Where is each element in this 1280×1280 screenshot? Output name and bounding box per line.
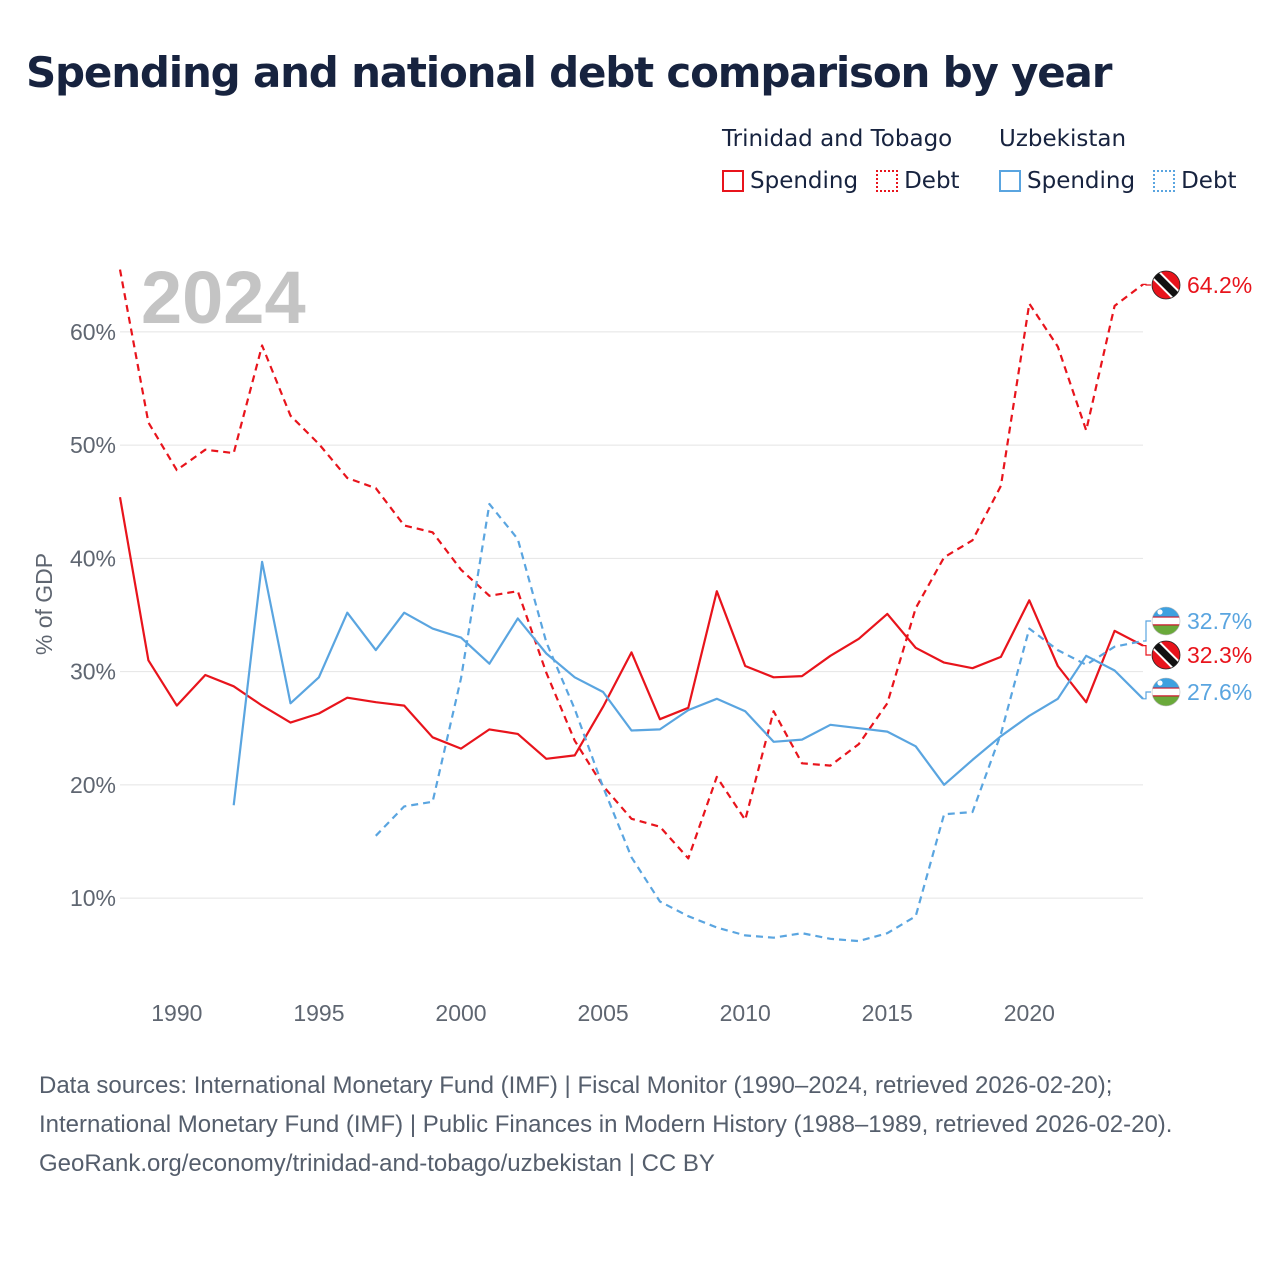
legend-swatch-solid <box>999 170 1021 192</box>
end-value-label: 27.6% <box>1187 679 1252 705</box>
uzbekistan-flag-icon <box>1151 677 1181 707</box>
legend-item-uz-debt[interactable]: Debt <box>1153 168 1237 194</box>
legend-item-tt-debt[interactable]: Debt <box>876 168 960 194</box>
uzbekistan-flag-icon <box>1151 606 1181 636</box>
x-axis-ticks: 1990 1995 2000 2005 2010 2015 2020 <box>151 1000 1055 1026</box>
end-labels: 32.3% 64.2% 27.6% 32.7% <box>1143 270 1252 707</box>
footer: Data sources: International Monetary Fun… <box>39 1066 1239 1183</box>
end-value-label: 64.2% <box>1187 272 1252 298</box>
end-value-label: 32.7% <box>1187 608 1252 634</box>
legend-label: Debt <box>1181 168 1237 194</box>
end-label-connector <box>1143 691 1151 700</box>
trinidad-and-tobago-flag-icon <box>1151 270 1181 300</box>
series-line-uzbekistan-debt[interactable] <box>375 502 1144 943</box>
legend-label: Spending <box>750 168 859 194</box>
legend-swatch-solid <box>722 170 744 192</box>
legend-group-name: Uzbekistan <box>999 126 1127 152</box>
chart-title: Spending and national debt comparison by… <box>26 48 1112 97</box>
legend-item-uz-spending[interactable]: Spending <box>999 168 1135 194</box>
line-chart: 2024 % of GDP 10%20%30%40%50%60% 1990 199… <box>31 256 1252 1026</box>
credit-link[interactable]: GeoRank.org/economy/trinidad-and-tobago/… <box>39 1150 715 1177</box>
y-tick-label: 30% <box>70 659 116 685</box>
end-label-connector <box>1143 645 1151 656</box>
x-tick-label: 2000 <box>435 1000 486 1026</box>
data-sources: Data sources: International Monetary Fun… <box>39 1072 1173 1138</box>
gridlines <box>120 331 1143 899</box>
y-tick-label: 10% <box>70 885 116 911</box>
y-axis-ticks: 10% 20% 30% 40% 50% 60% <box>70 319 116 911</box>
x-tick-label: 2015 <box>862 1000 913 1026</box>
y-tick-label: 60% <box>70 319 116 345</box>
legend-swatch-dotted <box>1153 170 1176 192</box>
end-label-connector <box>1143 283 1151 286</box>
y-tick-label: 40% <box>70 545 116 571</box>
series-line-trinidad-and-tobago-debt[interactable] <box>118 269 1144 860</box>
end-label-connector <box>1143 620 1151 642</box>
series-line-trinidad-and-tobago-spending[interactable] <box>118 497 1144 760</box>
legend-label: Spending <box>1027 168 1136 194</box>
series-lines <box>118 269 1144 943</box>
x-tick-label: 2010 <box>720 1000 771 1026</box>
x-tick-label: 2005 <box>577 1000 628 1026</box>
legend-group-name: Trinidad and Tobago <box>722 126 953 152</box>
legend-swatch-dotted <box>876 170 899 192</box>
series-line-uzbekistan-spending[interactable] <box>232 560 1144 806</box>
x-tick-label: 1995 <box>293 1000 344 1026</box>
y-tick-label: 50% <box>70 432 116 458</box>
legend-label: Debt <box>904 168 960 194</box>
legend-item-tt-spending[interactable]: Spending <box>722 168 858 194</box>
x-tick-label: 2020 <box>1004 1000 1055 1026</box>
legend-group-trinidad-and-tobago: Trinidad and Tobago Spending Debt <box>722 124 978 196</box>
y-axis-label: % of GDP <box>31 553 57 655</box>
y-tick-label: 20% <box>70 772 116 798</box>
trinidad-and-tobago-flag-icon <box>1151 640 1181 670</box>
year-watermark: 2024 <box>141 256 306 339</box>
x-tick-label: 1990 <box>151 1000 202 1026</box>
end-value-label: 32.3% <box>1187 642 1252 668</box>
legend-group-uzbekistan: Uzbekistan Spending Debt <box>999 124 1237 196</box>
